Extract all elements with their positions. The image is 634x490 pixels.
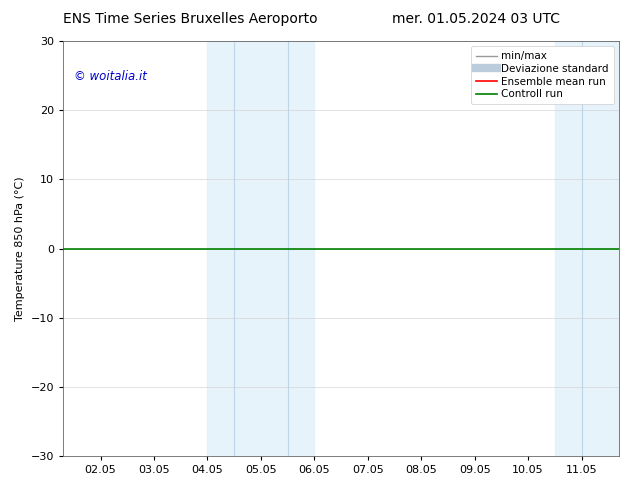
Text: © woitalia.it: © woitalia.it	[74, 70, 147, 83]
Bar	[207, 41, 314, 456]
Bar	[555, 41, 619, 456]
Text: ENS Time Series Bruxelles Aeroporto: ENS Time Series Bruxelles Aeroporto	[63, 12, 318, 26]
Text: mer. 01.05.2024 03 UTC: mer. 01.05.2024 03 UTC	[392, 12, 559, 26]
Y-axis label: Temperature 850 hPa (°C): Temperature 850 hPa (°C)	[15, 176, 25, 321]
Legend: min/max, Deviazione standard, Ensemble mean run, Controll run: min/max, Deviazione standard, Ensemble m…	[471, 46, 614, 104]
